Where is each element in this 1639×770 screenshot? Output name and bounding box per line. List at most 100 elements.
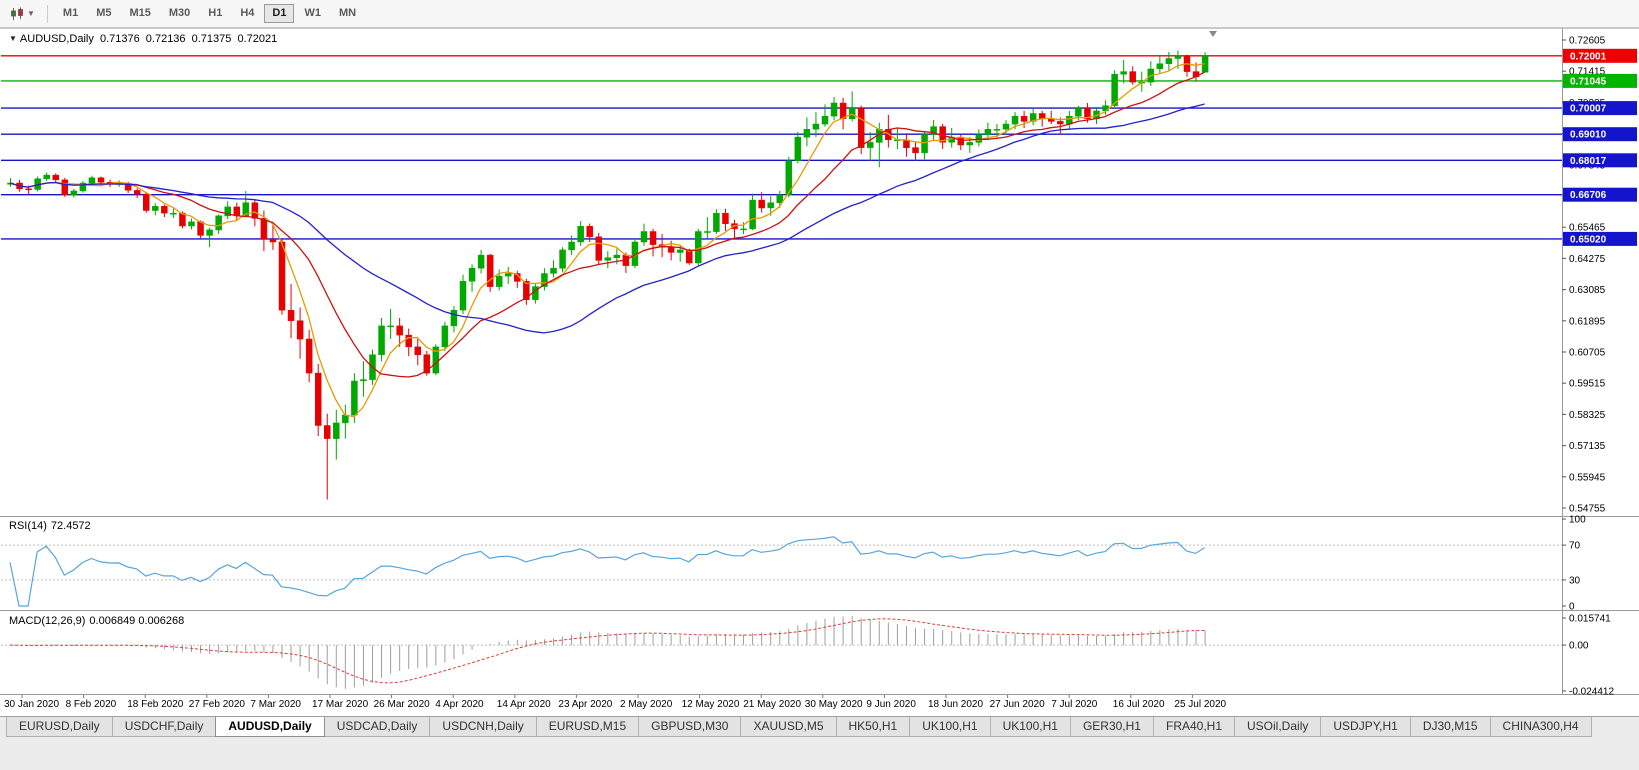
timeframe-m5[interactable]: M5: [88, 4, 119, 23]
svg-text:0.54755: 0.54755: [1569, 504, 1606, 515]
tab-dj30-m15[interactable]: DJ30,M15: [1409, 717, 1491, 737]
chart-info-bar: ▼ AUDUSD,Daily 0.71376 0.72136 0.71375 0.…: [9, 33, 280, 45]
tab-usdcnh-daily[interactable]: USDCNH,Daily: [429, 717, 537, 737]
svg-text:26 Mar 2020: 26 Mar 2020: [374, 699, 431, 710]
tab-usoil-daily[interactable]: USOil,Daily: [1234, 717, 1322, 737]
ma-5-line[interactable]: [9, 62, 1205, 418]
svg-text:0.59515: 0.59515: [1569, 379, 1606, 390]
tab-eurusd-m15[interactable]: EURUSD,M15: [535, 717, 640, 737]
toolbar: ▼ M1 M5 M15 M30 H1 H4 D1 W1 MN: [0, 0, 1639, 28]
rsi-value: 72.4572: [50, 520, 91, 532]
candlestick-chart-icon: [11, 7, 23, 20]
svg-text:21 May 2020: 21 May 2020: [743, 699, 801, 710]
svg-text:0.58325: 0.58325: [1569, 410, 1606, 421]
svg-text:0.66706: 0.66706: [1570, 190, 1607, 201]
svg-text:12 May 2020: 12 May 2020: [682, 699, 740, 710]
chart-canvas[interactable]: 0.726050.714150.702250.690350.678450.666…: [0, 28, 1639, 716]
rsi-panel: 100 70 30 0: [1, 515, 1586, 613]
ma-12-line[interactable]: [9, 71, 1205, 378]
svg-text:23 Apr 2020: 23 Apr 2020: [558, 699, 612, 710]
rsi-name: RSI(14): [9, 520, 47, 532]
timeframe-m30[interactable]: M30: [161, 4, 198, 23]
chart-chrome: [0, 28, 1639, 695]
chart-type-button[interactable]: ▼: [5, 4, 40, 24]
tab-fra40-h1[interactable]: FRA40,H1: [1152, 717, 1236, 737]
svg-text:0.72605: 0.72605: [1569, 36, 1606, 47]
price-level-badge: 0.65020: [1563, 231, 1637, 246]
macd-panel: 0.015741 0.00 -0.024412: [1, 614, 1614, 698]
chart-symbol-label: AUDUSD,Daily: [19, 33, 94, 45]
rsi-indicator-label: RSI(14) 72.4572: [9, 520, 95, 532]
svg-text:0.65465: 0.65465: [1569, 223, 1606, 234]
price-level-badge: 0.70007: [1563, 101, 1637, 116]
svg-text:0.71415: 0.71415: [1569, 67, 1606, 78]
svg-text:0.70007: 0.70007: [1570, 104, 1607, 115]
tab-uk100-h1[interactable]: UK100,H1: [909, 717, 991, 737]
tab-china300-h4[interactable]: CHINA300,H4: [1489, 717, 1592, 737]
macd-histogram: [19, 615, 1206, 689]
svg-text:2 May 2020: 2 May 2020: [620, 699, 673, 710]
tab-audusd-daily[interactable]: AUDUSD,Daily: [215, 717, 325, 737]
svg-text:0: 0: [1569, 602, 1575, 613]
price-level-badge: 0.72001: [1563, 48, 1637, 63]
tab-uk100-h1[interactable]: UK100,H1: [989, 717, 1071, 737]
chart-tab-bar: EURUSD,Daily USDCHF,Daily AUDUSD,Daily USDC…: [0, 716, 1639, 770]
chart-open-value: 0.71376: [99, 33, 140, 45]
timeframe-mn[interactable]: MN: [331, 4, 364, 23]
tab-gbpusd-m30[interactable]: GBPUSD,M30: [638, 717, 742, 737]
macd-indicator-label: MACD(12,26,9) 0.006849 0.006268: [9, 615, 188, 627]
svg-text:0.61895: 0.61895: [1569, 316, 1606, 327]
svg-text:0.00: 0.00: [1569, 641, 1589, 652]
svg-text:7 Mar 2020: 7 Mar 2020: [250, 699, 301, 710]
svg-text:17 Mar 2020: 17 Mar 2020: [312, 699, 369, 710]
time-axis-labels[interactable]: 30 Jan 2020 8 Feb 2020 18 Feb 2020 27 Feb 2…: [4, 695, 1227, 710]
svg-text:8 Feb 2020: 8 Feb 2020: [66, 699, 117, 710]
timeframe-d1[interactable]: D1: [264, 4, 295, 23]
price-level-badge: 0.69010: [1563, 127, 1637, 142]
svg-text:18 Feb 2020: 18 Feb 2020: [127, 699, 184, 710]
svg-text:0.55945: 0.55945: [1569, 472, 1606, 483]
svg-text:0.63085: 0.63085: [1569, 285, 1606, 296]
svg-text:0.60705: 0.60705: [1569, 348, 1606, 359]
svg-text:0.64275: 0.64275: [1569, 254, 1606, 265]
svg-text:25 Jul 2020: 25 Jul 2020: [1174, 699, 1226, 710]
tab-eurusd-daily[interactable]: EURUSD,Daily: [6, 717, 113, 737]
svg-text:16 Jul 2020: 16 Jul 2020: [1113, 699, 1165, 710]
caret-down-icon: ▼: [27, 8, 35, 18]
ma-30-line[interactable]: [9, 103, 1205, 334]
timeframe-m1[interactable]: M1: [55, 4, 86, 23]
timeframe-m15[interactable]: M15: [121, 4, 158, 23]
price-level-badge: 0.71045: [1563, 73, 1637, 88]
tab-ger30-h1[interactable]: GER30,H1: [1069, 717, 1154, 737]
price-level-badge: 0.66706: [1563, 187, 1637, 202]
timeframe-h4[interactable]: H4: [232, 4, 262, 23]
price-level-badge: 0.68017: [1563, 153, 1637, 168]
chart-shift-marker-icon[interactable]: [1209, 31, 1217, 37]
svg-text:9 Jun 2020: 9 Jun 2020: [866, 699, 916, 710]
tab-usdjpy-h1[interactable]: USDJPY,H1: [1320, 717, 1411, 737]
rsi-line: [9, 536, 1205, 607]
ohlc-marker-icon: ▼: [9, 34, 17, 43]
tab-usdchf-daily[interactable]: USDCHF,Daily: [111, 717, 217, 737]
timeframe-h1[interactable]: H1: [200, 4, 230, 23]
svg-text:14 Apr 2020: 14 Apr 2020: [497, 699, 551, 710]
macd-values: 0.006849 0.006268: [89, 615, 185, 627]
chart-close-value: 0.72021: [237, 33, 278, 45]
svg-text:4 Apr 2020: 4 Apr 2020: [435, 699, 484, 710]
tab-hk50-h1[interactable]: HK50,H1: [835, 717, 911, 737]
timeframe-w1[interactable]: W1: [296, 4, 329, 23]
svg-text:0.65020: 0.65020: [1570, 234, 1607, 245]
svg-text:0.72001: 0.72001: [1570, 51, 1607, 62]
candlestick-series: [7, 50, 1209, 500]
chart-low-value: 0.71375: [191, 33, 232, 45]
svg-text:0.71045: 0.71045: [1570, 76, 1607, 87]
macd-name: MACD(12,26,9): [9, 615, 86, 627]
timeframe-buttons: M1 M5 M15 M30 H1 H4 D1 W1 MN: [55, 4, 364, 23]
svg-text:-0.024412: -0.024412: [1569, 687, 1614, 698]
tab-xauusd-m5[interactable]: XAUUSD,M5: [740, 717, 837, 737]
svg-text:0.57135: 0.57135: [1569, 441, 1606, 452]
svg-text:27 Feb 2020: 27 Feb 2020: [189, 699, 246, 710]
macd-signal-line: [9, 618, 1205, 684]
tab-usdcad-daily[interactable]: USDCAD,Daily: [323, 717, 431, 737]
